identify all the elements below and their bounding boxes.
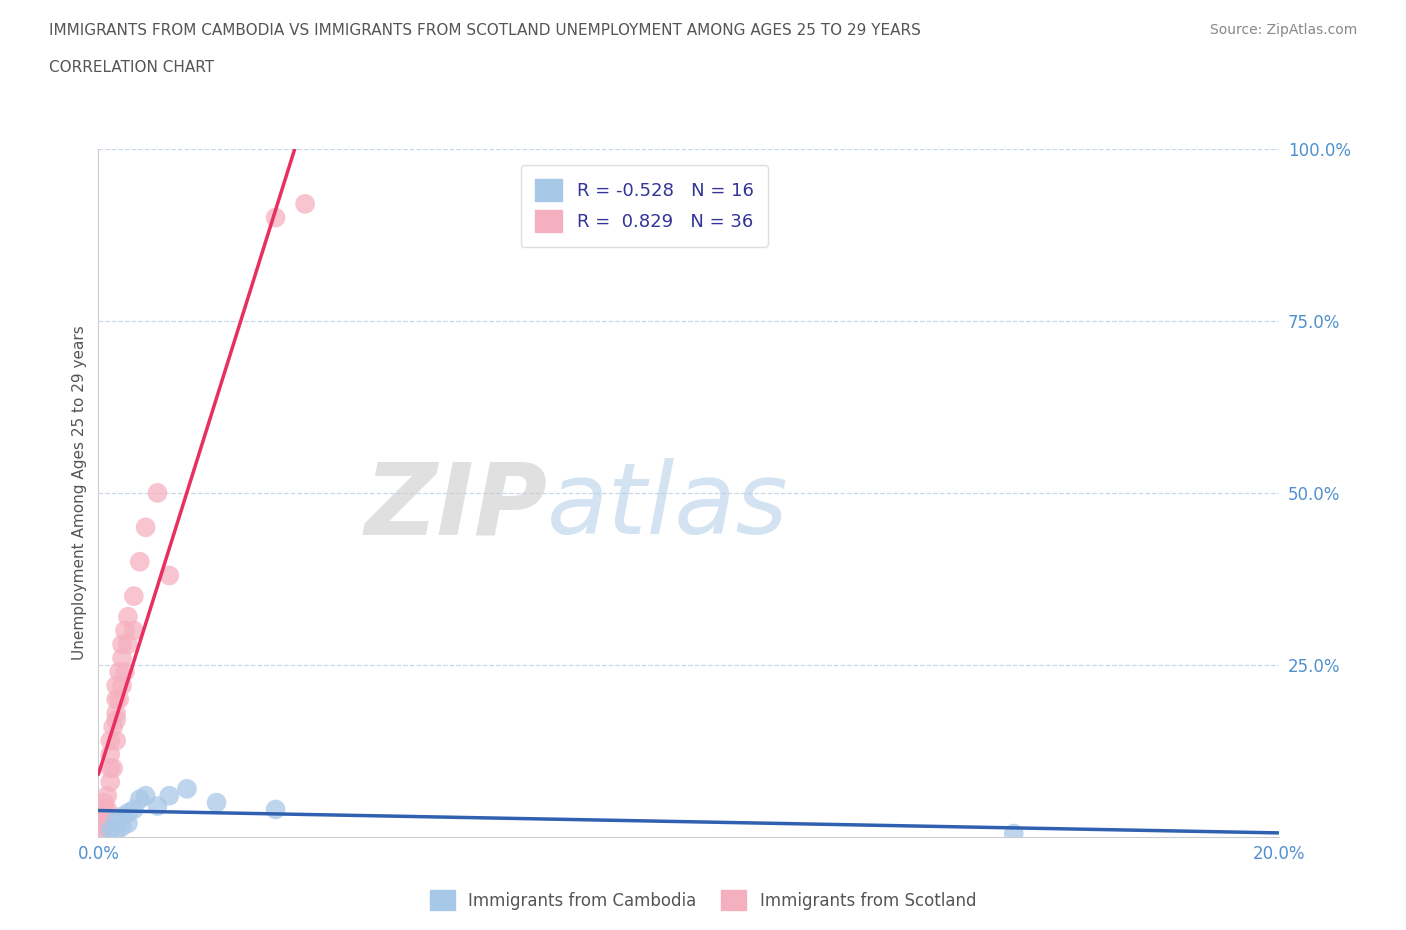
Point	[93, 809, 115, 824]
Point	[98, 747, 121, 762]
Point	[90, 816, 112, 830]
Legend: Immigrants from Cambodia, Immigrants from Scotland: Immigrants from Cambodia, Immigrants fro…	[423, 884, 983, 917]
Point	[117, 637, 139, 652]
Point	[122, 589, 145, 604]
Point	[122, 623, 145, 638]
Y-axis label: Unemployment Among Ages 25 to 29 years: Unemployment Among Ages 25 to 29 years	[72, 326, 87, 660]
Point	[91, 819, 114, 834]
Point	[157, 568, 180, 583]
Point	[111, 809, 134, 824]
Point	[1002, 826, 1025, 841]
Point	[264, 802, 287, 817]
Point	[105, 692, 128, 707]
Point	[105, 824, 128, 839]
Point	[122, 802, 145, 817]
Point	[135, 520, 157, 535]
Point	[117, 816, 139, 830]
Point	[108, 692, 131, 707]
Point	[98, 775, 121, 790]
Point	[114, 623, 136, 638]
Point	[146, 485, 169, 500]
Point	[90, 823, 112, 838]
Point	[117, 609, 139, 624]
Point	[111, 651, 134, 666]
Point	[105, 733, 128, 748]
Text: CORRELATION CHART: CORRELATION CHART	[49, 60, 214, 75]
Point	[157, 789, 180, 804]
Point	[111, 637, 134, 652]
Text: IMMIGRANTS FROM CAMBODIA VS IMMIGRANTS FROM SCOTLAND UNEMPLOYMENT AMONG AGES 25 : IMMIGRANTS FROM CAMBODIA VS IMMIGRANTS F…	[49, 23, 921, 38]
Text: Source: ZipAtlas.com: Source: ZipAtlas.com	[1209, 23, 1357, 37]
Point	[128, 554, 150, 569]
Text: atlas: atlas	[547, 458, 789, 555]
Point	[135, 789, 157, 804]
Point	[176, 781, 198, 796]
Point	[93, 795, 115, 810]
Point	[105, 712, 128, 727]
Point	[98, 733, 121, 748]
Point	[111, 819, 134, 834]
Point	[146, 799, 169, 814]
Point	[98, 761, 121, 776]
Point	[117, 805, 139, 820]
Point	[264, 210, 287, 225]
Point	[114, 664, 136, 679]
Point	[96, 789, 118, 804]
Point	[128, 791, 150, 806]
Point	[98, 823, 121, 838]
Point	[103, 720, 125, 735]
Point	[103, 761, 125, 776]
Point	[105, 678, 128, 693]
Legend: R = -0.528   N = 16, R =  0.829   N = 36: R = -0.528 N = 16, R = 0.829 N = 36	[520, 165, 768, 246]
Point	[105, 813, 128, 828]
Text: ZIP: ZIP	[364, 458, 547, 555]
Point	[96, 802, 118, 817]
Point	[105, 706, 128, 721]
Point	[111, 678, 134, 693]
Point	[294, 196, 316, 211]
Point	[205, 795, 228, 810]
Point	[108, 664, 131, 679]
Point	[93, 802, 115, 817]
